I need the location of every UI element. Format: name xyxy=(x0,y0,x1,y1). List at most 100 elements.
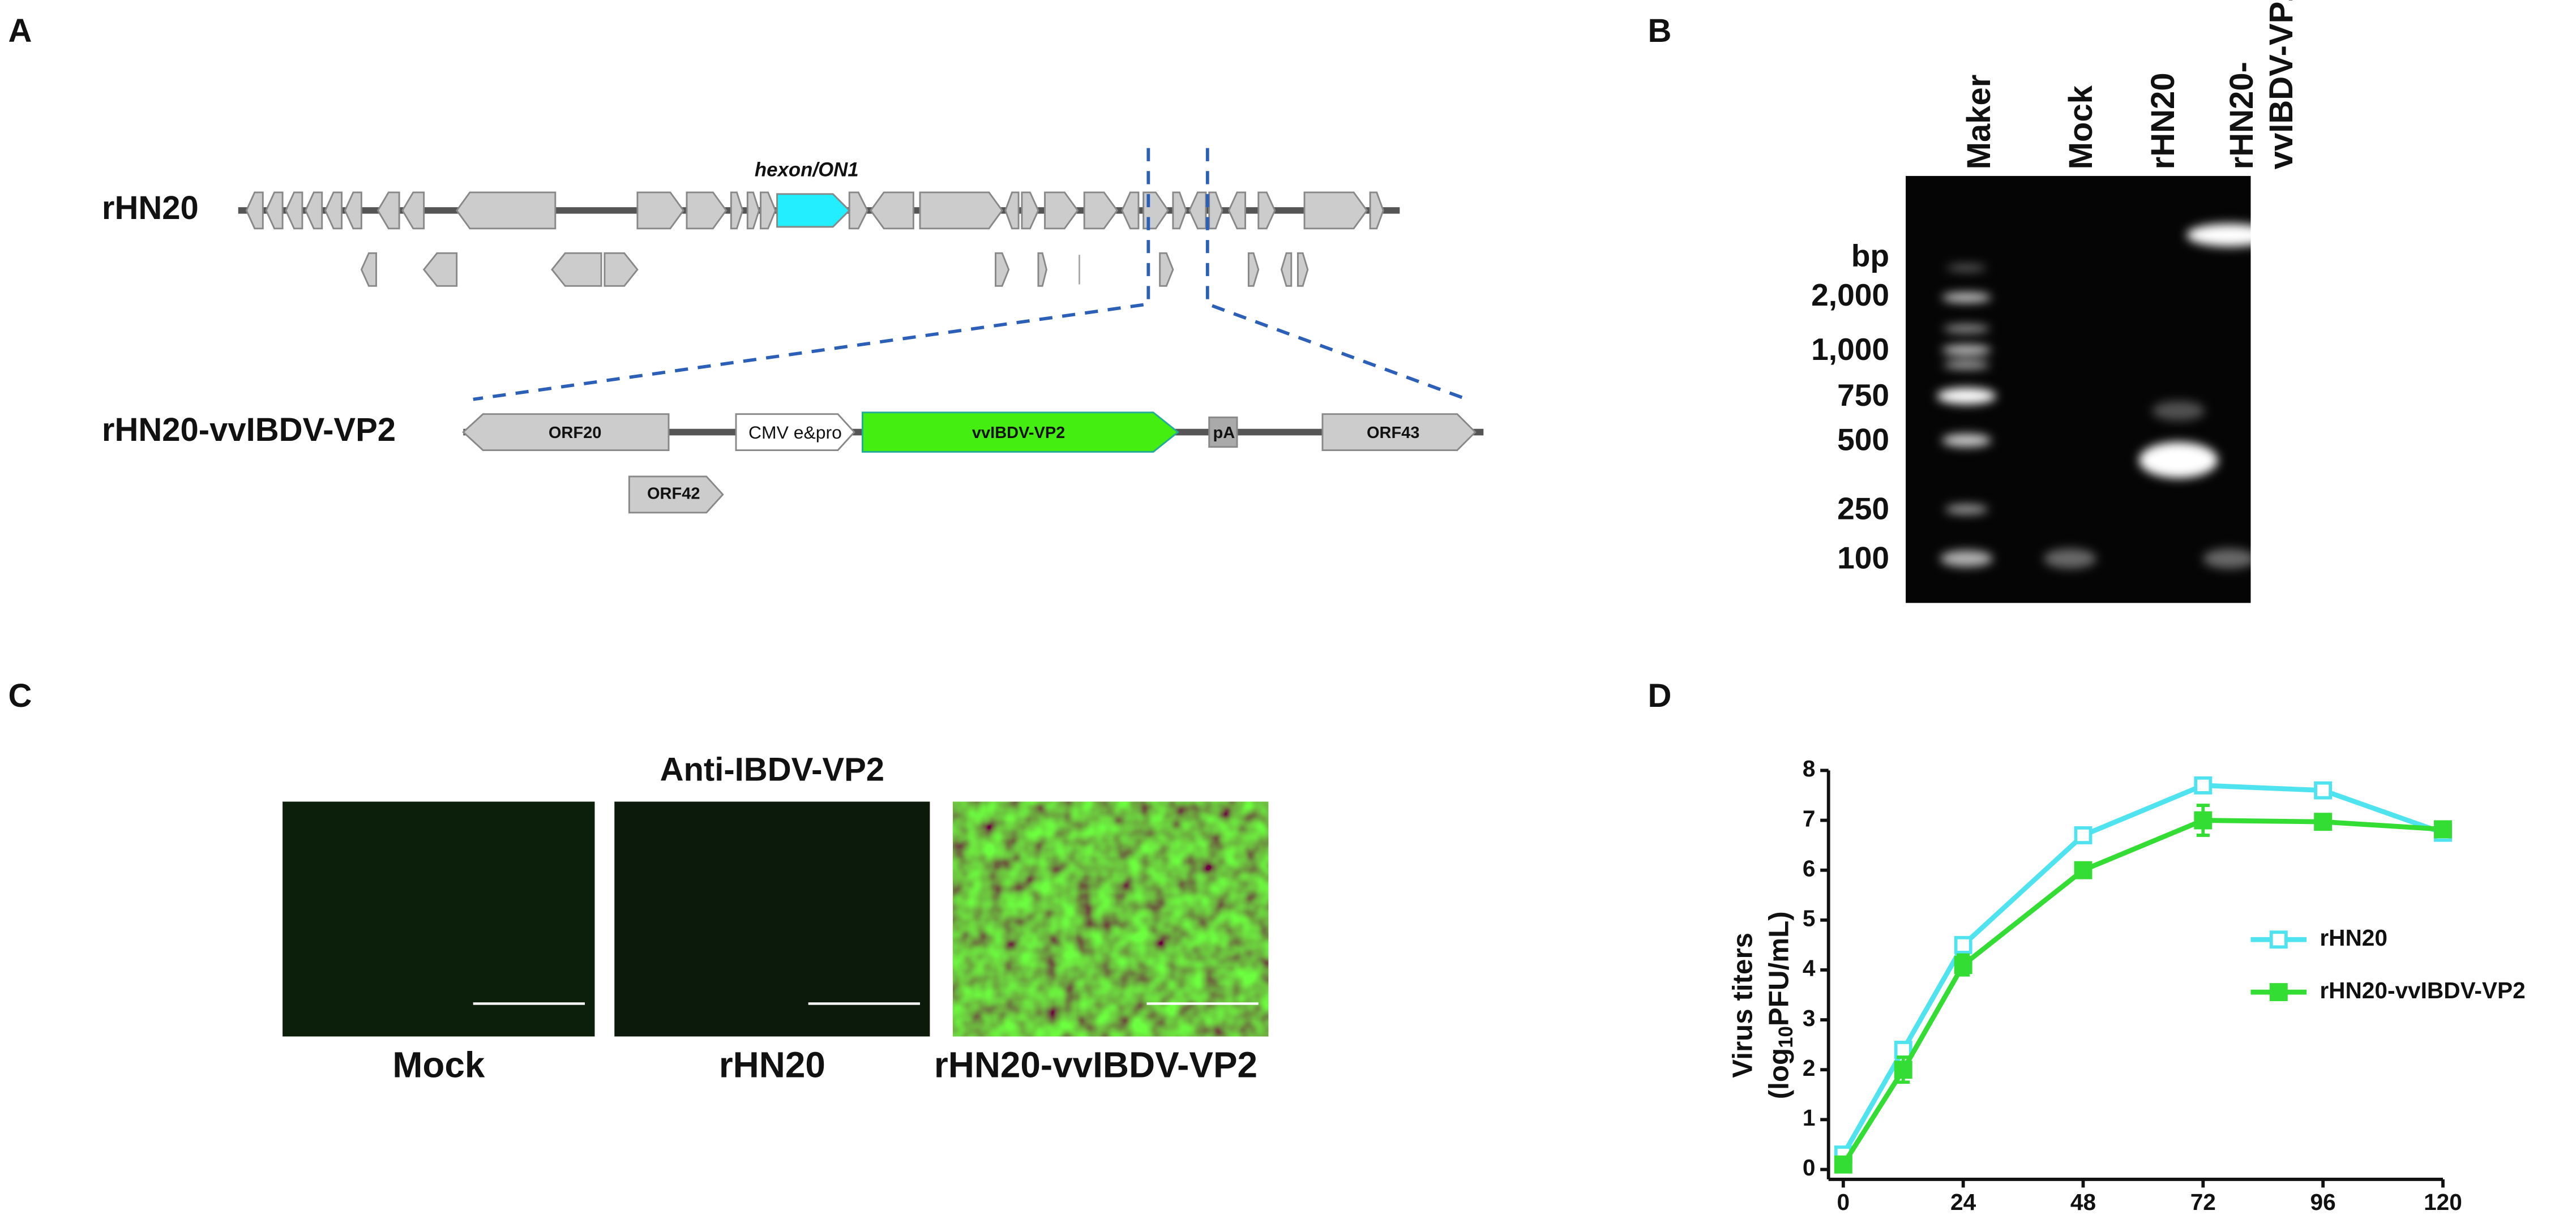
vp2-arrow xyxy=(861,411,1179,453)
marker xyxy=(1894,1041,1912,1059)
size-label: 1,000 xyxy=(1811,332,1889,367)
gene-arrow xyxy=(376,191,400,230)
feature-label: CMV e&pro xyxy=(748,422,842,443)
gene-arrow xyxy=(1004,191,1020,230)
x-tick-label: 0 xyxy=(1837,1189,1850,1215)
gene-arrow xyxy=(1257,191,1276,230)
micrograph xyxy=(283,801,595,1037)
gene-arrow xyxy=(1296,252,1309,287)
marker xyxy=(1894,1061,1912,1079)
y-tick-label: 0 xyxy=(1803,1154,1816,1181)
gene-arrow xyxy=(848,191,868,230)
lane-label: Maker xyxy=(1961,75,1997,170)
gene-arrow xyxy=(1021,191,1039,230)
gene-arrow xyxy=(1044,191,1079,230)
gel-bands xyxy=(1937,224,2273,569)
x-tick-label: 72 xyxy=(2190,1189,2216,1215)
orf-arrow xyxy=(1321,413,1477,451)
gene-arrow xyxy=(919,191,1003,230)
gene-arrow xyxy=(1303,191,1368,230)
marker xyxy=(2074,826,2093,844)
size-unit: bp xyxy=(1851,238,1889,273)
lane-label: Mock xyxy=(2062,85,2099,169)
feature-label: vvIBDV-VP2 xyxy=(972,424,1065,442)
gene-label: hexon/ON1 xyxy=(755,158,859,181)
x-tick-label: 48 xyxy=(2070,1189,2096,1215)
gel: Maker Mock rHN20 rHN20- vvIBDV-VP2 bp 2,… xyxy=(1811,0,2300,603)
gene-arrow xyxy=(360,252,377,287)
x-tick-label: 120 xyxy=(2424,1189,2462,1215)
panel-label: A xyxy=(8,12,32,49)
gene-arrow xyxy=(746,191,760,230)
y-tick-label: 5 xyxy=(1803,905,1816,932)
growth-chart: Virus titers (log10PFU/mL) 0 1 2 3 4 5 6 7 8 0 24 4… xyxy=(1727,756,2526,1215)
y-tick-label: 2 xyxy=(1803,1055,1816,1081)
track-label: rHN20 xyxy=(102,190,199,226)
gene-arrow xyxy=(1083,191,1119,230)
x-tick-label: 24 xyxy=(1950,1189,1976,1215)
gene-arrow xyxy=(422,252,458,287)
micrograph-texture xyxy=(953,801,1269,1037)
y-axis-title-part: (log xyxy=(1764,1048,1795,1099)
micrograph xyxy=(614,801,930,1037)
legend-marker xyxy=(2269,983,2288,1002)
gene-arrow xyxy=(1037,252,1047,287)
marker xyxy=(2314,781,2333,800)
gene-arrow xyxy=(686,191,728,230)
panel-label: B xyxy=(1648,12,1671,49)
size-label: 750 xyxy=(1837,377,1889,413)
genome-map: rHN20 hexon/ON1 rHN20-vvIBDV-VP2 ORF20 C… xyxy=(102,148,1484,514)
marker xyxy=(1834,1155,1852,1174)
orf-arrow xyxy=(628,475,724,514)
series-line xyxy=(1841,783,2444,1156)
gene-arrow xyxy=(760,191,777,230)
zoom-lines xyxy=(473,148,1468,401)
panel-label: C xyxy=(8,677,32,714)
gene-arrow xyxy=(1280,252,1293,287)
feature-label: pA xyxy=(1213,424,1235,442)
gene-arrow xyxy=(455,191,557,230)
gene-arrow xyxy=(1227,191,1247,230)
legend-label: rHN20-vvIBDV-VP2 xyxy=(2320,977,2525,1003)
y-axis-title: (log10PFU/mL) xyxy=(1764,911,1798,1099)
y-axis-title-part: PFU/mL) xyxy=(1764,911,1795,1026)
y-axis-title: Virus titers xyxy=(1727,933,1758,1078)
size-label: 250 xyxy=(1837,491,1889,526)
legend-label: rHN20 xyxy=(2320,925,2387,951)
gene-arrow xyxy=(870,191,914,230)
y-tick-label: 4 xyxy=(1803,955,1816,981)
image-label: rHN20-vvIBDV-VP2 xyxy=(934,1044,1257,1085)
gene-arrow xyxy=(730,191,744,230)
marker xyxy=(2194,811,2213,830)
lane-label: rHN20- xyxy=(2223,62,2260,169)
gene-arrow xyxy=(401,191,425,230)
orf-arrow xyxy=(462,413,670,451)
y-axis-title-sub: 10 xyxy=(1775,1026,1797,1048)
marker xyxy=(1954,956,1972,975)
gene-arrow xyxy=(1247,252,1260,287)
gene-arrow xyxy=(1172,191,1187,230)
size-label: 100 xyxy=(1837,540,1889,576)
image-label: rHN20 xyxy=(719,1044,825,1085)
gene-arrow xyxy=(1369,191,1384,230)
gene-arrow xyxy=(1188,191,1207,230)
fluorescence: Anti-IBDV-VP2 Mock rHN20 rHN20-vvIBDV-VP… xyxy=(283,752,1269,1085)
marker xyxy=(2194,776,2213,795)
gene-arrow xyxy=(551,252,602,287)
y-tick-label: 7 xyxy=(1803,805,1816,831)
y-tick-label: 3 xyxy=(1803,1005,1816,1031)
panel-title: Anti-IBDV-VP2 xyxy=(660,752,884,788)
feature-label: ORF43 xyxy=(1367,424,1419,442)
lane-label: rHN20 xyxy=(2145,72,2181,169)
gene-arrow xyxy=(1159,252,1174,287)
gene-arrow xyxy=(636,191,684,230)
image-label: Mock xyxy=(392,1044,485,1085)
gene-arrow xyxy=(285,191,303,230)
panel-label: D xyxy=(1648,677,1671,714)
marker xyxy=(2314,813,2333,831)
marker xyxy=(2433,820,2452,839)
gene-arrow xyxy=(1208,191,1223,230)
x-tick-label: 96 xyxy=(2310,1189,2336,1215)
hexon-arrow xyxy=(776,193,851,228)
